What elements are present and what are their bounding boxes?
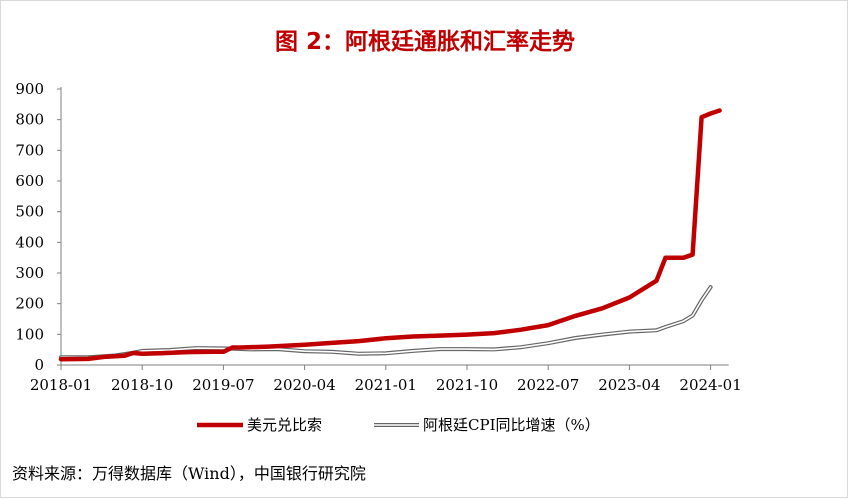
- chart-axes: 0 100 200 300 400 500 600 700 800 900 2018-01 2018-…: [15, 80, 741, 394]
- x-tick-label: 2019-07: [192, 376, 254, 394]
- y-tick-label: 200: [15, 295, 44, 313]
- y-tick-label: 600: [15, 172, 44, 190]
- x-tick-label: 2021-10: [436, 376, 498, 394]
- source-note: 资料来源：万得数据库（Wind），中国银行研究院: [12, 464, 366, 483]
- y-tick-label: 300: [15, 264, 44, 282]
- y-tick-label: 800: [15, 111, 44, 129]
- y-tick-label: 0: [34, 356, 44, 374]
- x-tick-label: 2022-07: [517, 376, 579, 394]
- legend-label-series1: 美元兑比索: [247, 416, 322, 434]
- y-tick-label: 500: [15, 203, 44, 221]
- legend-label-series2: 阿根廷CPI同比增速（%）: [423, 416, 600, 434]
- chart-legend: 美元兑比索 阿根廷CPI同比增速（%）: [197, 416, 600, 434]
- series-usd-ars-path: [58, 108, 722, 362]
- x-tick-label: 2024-01: [679, 376, 741, 394]
- series-cpi-line: [59, 285, 713, 360]
- x-tick-label: 2023-04: [598, 376, 660, 394]
- x-tick-label: 2021-01: [355, 376, 417, 394]
- y-tick-label: 400: [15, 233, 44, 251]
- chart-plot-area: [58, 108, 722, 362]
- chart-title: 图 2：阿根廷通胀和汇率走势: [274, 29, 575, 55]
- y-tick-label: 700: [15, 141, 44, 159]
- series-cpi-inner: [60, 286, 712, 359]
- y-tick-label: 900: [15, 80, 44, 98]
- series-cpi-outline: [59, 285, 713, 360]
- y-tick-label: 100: [15, 325, 44, 343]
- x-tick-label: 2020-04: [273, 376, 335, 394]
- x-tick-label: 2018-01: [30, 376, 92, 394]
- x-tick-label: 2018-10: [111, 376, 173, 394]
- series-usd-ars-line: [58, 108, 722, 362]
